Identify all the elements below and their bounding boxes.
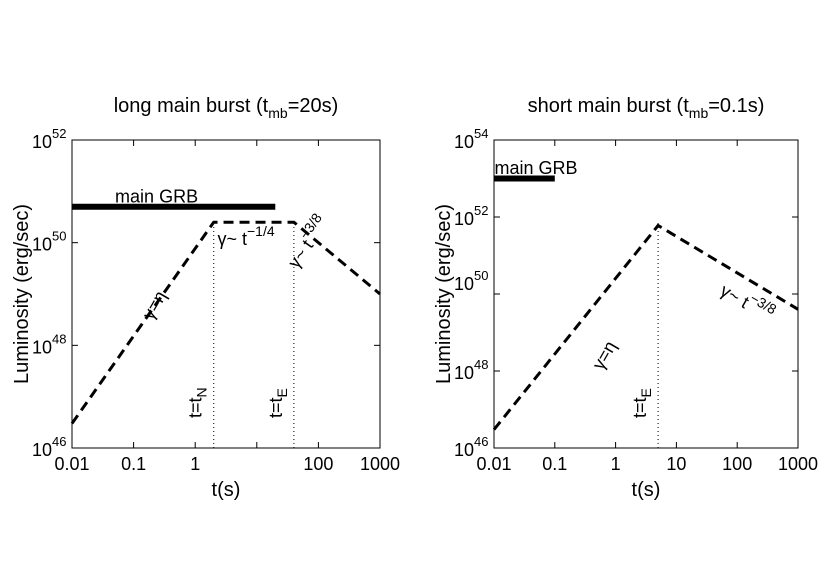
time-marker-label: t=tE [266,388,290,418]
time-marker-label: t=tN [186,387,210,418]
luminosity-curve [70,220,381,425]
chart-panel-2: 0.01 0.1 1 10 100 1000 1046 1048 1052 1054 1050 sho… [433,95,818,501]
y-axis-label: Luminosity (erg/sec) [433,204,455,384]
y-tick-label: 1052 [32,126,67,152]
x-tick-label: 100 [722,454,752,474]
x-axis-label: t(s) [212,479,241,501]
x-tick-label: 1 [190,454,200,474]
x-tick-label: 0.1 [542,454,567,474]
y-axis-label: Luminosity (erg/sec) [11,204,33,384]
chart-panel-1: 0.01 0.1 1 100 1000 1046 1048 1050 1052 long main… [11,95,400,501]
x-tick-label: 1000 [360,454,400,474]
y-tick-label: 1050 [454,268,489,294]
time-marker-label: t=tE [630,388,654,418]
y-tick-label: 1048 [454,357,489,383]
x-tick-label: 100 [303,454,333,474]
x-tick-label: 1000 [778,454,818,474]
y-tick-label: 1052 [454,203,489,229]
y-tick-label: 1050 [32,229,67,255]
chart-title: short main burst (tmb=0.1s) [528,95,765,121]
curve-annotation: main GRB [115,187,198,207]
x-tick-label: 10 [666,454,686,474]
y-tick-label: 1054 [454,126,489,152]
curve-annotation: γ~ t−3/8 [717,275,780,326]
curve-annotation: main GRB [495,158,578,178]
curve-annotation: γ=η [588,337,620,373]
curve-annotation: γ~ t−3/8 [279,210,333,272]
x-tick-label: 0.1 [121,454,146,474]
y-tick-label: 1046 [454,434,489,460]
y-tick-label: 1048 [32,331,67,357]
y-tick-label: 1046 [32,434,67,460]
x-axis-label: t(s) [632,479,661,501]
curve-annotation: γ~ t−1/4 [217,223,274,249]
x-tick-label: 1 [611,454,621,474]
chart-title: long main burst (tmb=20s) [114,95,339,121]
x-tick-label: 0.01 [476,454,511,474]
x-tick-label: 0.01 [54,454,89,474]
luminosity-curve [492,223,799,431]
